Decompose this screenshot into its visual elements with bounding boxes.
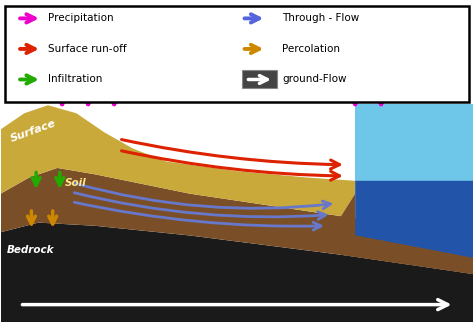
FancyBboxPatch shape [5, 5, 469, 102]
Polygon shape [0, 105, 355, 216]
Text: Percolation: Percolation [282, 44, 340, 54]
Polygon shape [341, 194, 474, 274]
Text: Precipitation: Precipitation [48, 13, 114, 23]
FancyBboxPatch shape [242, 70, 277, 89]
Text: Through - Flow: Through - Flow [282, 13, 359, 23]
Text: Surface: Surface [9, 119, 58, 144]
Text: ground-Flow: ground-Flow [282, 75, 346, 85]
Polygon shape [355, 181, 474, 258]
Polygon shape [355, 104, 474, 181]
Text: Soil: Soil [64, 178, 86, 188]
Text: Bedrock: Bedrock [6, 245, 54, 255]
Text: Infiltration: Infiltration [48, 75, 102, 85]
Polygon shape [0, 223, 474, 322]
Polygon shape [0, 168, 474, 274]
Text: Surface run-off: Surface run-off [48, 44, 127, 54]
